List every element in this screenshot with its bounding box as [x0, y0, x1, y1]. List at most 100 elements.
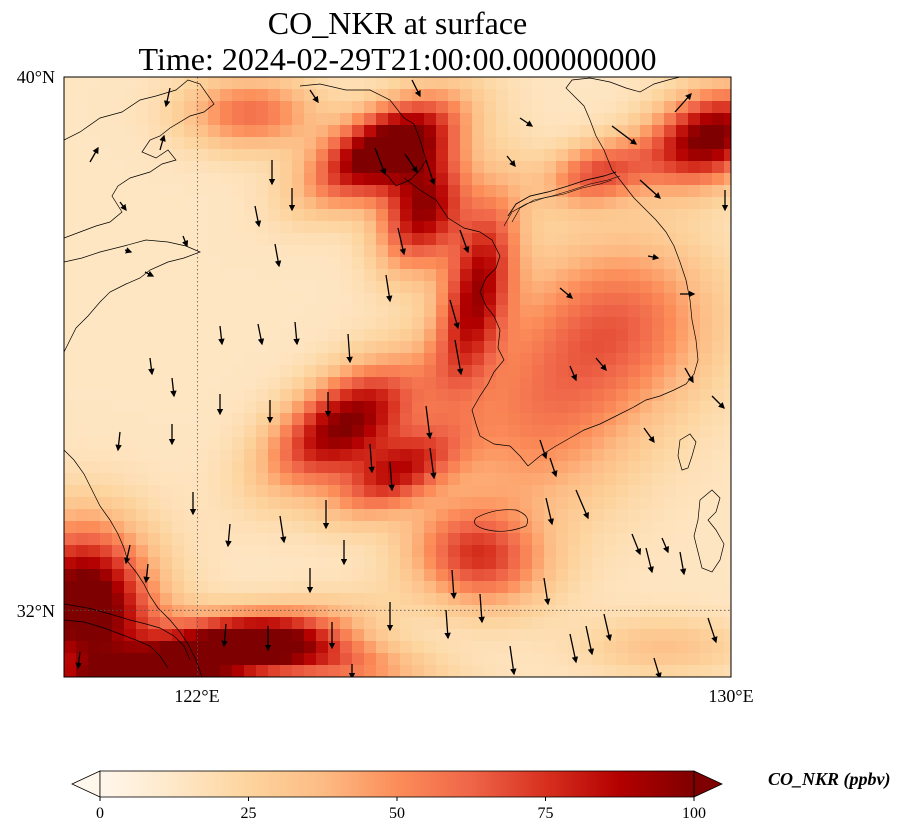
field-cell [676, 125, 689, 138]
field-cell [640, 461, 653, 474]
field-cell [184, 89, 197, 102]
field-cell [592, 89, 605, 102]
field-cell [364, 257, 377, 270]
field-cell [136, 377, 149, 390]
field-cell [604, 485, 617, 498]
field-cell [448, 533, 461, 546]
field-cell [676, 389, 689, 402]
field-cell [136, 521, 149, 534]
field-cell [256, 125, 269, 138]
field-cell [220, 509, 233, 522]
field-cell [76, 509, 89, 522]
field-cell [532, 101, 545, 114]
field-cell [472, 461, 485, 474]
field-cell [604, 269, 617, 282]
colorbar-extend-max [693, 770, 723, 798]
field-cell [100, 617, 113, 630]
field-cell [412, 173, 425, 186]
field-cell [472, 569, 485, 582]
wind-arrow [519, 117, 534, 127]
field-cell [376, 425, 389, 438]
field-cell [580, 557, 593, 570]
field-cell [256, 329, 269, 342]
field-cell [268, 533, 281, 546]
field-cell [352, 173, 365, 186]
field-cell [76, 221, 89, 234]
field-cell [424, 497, 437, 510]
field-cell [484, 641, 497, 654]
field-cell [628, 353, 641, 366]
wind-arrow [585, 625, 595, 656]
field-cell [484, 497, 497, 510]
field-cell [352, 473, 365, 486]
field-cell [628, 161, 641, 174]
field-cell [556, 197, 569, 210]
field-cell [472, 521, 485, 534]
field-cell [172, 497, 185, 510]
field-cell [376, 569, 389, 582]
field-cell [484, 461, 497, 474]
field-cell [340, 521, 353, 534]
wind-arrow [346, 333, 353, 364]
field-cell [208, 641, 221, 654]
field-cell [712, 173, 725, 186]
field-cell [484, 89, 497, 102]
field-cell [688, 329, 701, 342]
field-cell [496, 581, 509, 594]
field-cell [244, 101, 257, 114]
field-cell [136, 389, 149, 402]
field-cell [568, 641, 581, 654]
field-cell [196, 77, 209, 90]
field-cell [424, 533, 437, 546]
field-cell [544, 389, 557, 402]
field-cell [196, 365, 209, 378]
field-cell [472, 293, 485, 306]
field-cell [184, 125, 197, 138]
field-cell [412, 329, 425, 342]
field-cell [280, 545, 293, 558]
field-cell [580, 653, 593, 666]
field-cell [256, 629, 269, 642]
field-cell [436, 665, 449, 677]
field-cell [628, 281, 641, 294]
field-cell [496, 353, 509, 366]
field-cell [316, 365, 329, 378]
field-cell [160, 665, 173, 677]
field-cell [544, 665, 557, 677]
field-cell [160, 245, 173, 258]
field-cell [556, 509, 569, 522]
field-cell [640, 209, 653, 222]
field-cell [436, 353, 449, 366]
field-cell [712, 641, 725, 654]
field-cell [124, 161, 137, 174]
field-cell [544, 305, 557, 318]
field-cell [508, 365, 521, 378]
field-cell [628, 581, 641, 594]
field-cell [700, 557, 713, 570]
field-cell [712, 665, 725, 677]
field-cell [280, 317, 293, 330]
field-cell [568, 245, 581, 258]
field-cell [280, 641, 293, 654]
field-cell [568, 389, 581, 402]
field-cell [376, 185, 389, 198]
field-cell [196, 653, 209, 666]
field-cell [520, 545, 533, 558]
field-cell [232, 581, 245, 594]
field-cell [220, 617, 233, 630]
field-cell [388, 125, 401, 138]
field-cell [64, 329, 77, 342]
field-cell [160, 89, 173, 102]
field-cell [88, 353, 101, 366]
field-cell [568, 257, 581, 270]
field-cell [160, 269, 173, 282]
field-cell [640, 305, 653, 318]
lon-tick-label-130: 130°E [708, 686, 754, 706]
field-cell [136, 653, 149, 666]
field-cell [172, 581, 185, 594]
field-cell [304, 665, 317, 677]
field-cell [472, 341, 485, 354]
field-cell [388, 401, 401, 414]
field-cell [100, 413, 113, 426]
field-cell [76, 605, 89, 618]
